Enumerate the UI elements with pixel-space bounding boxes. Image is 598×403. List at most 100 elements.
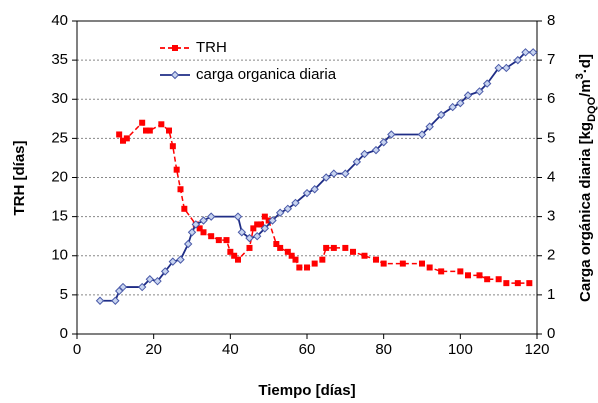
marker bbox=[399, 260, 406, 267]
marker bbox=[387, 130, 396, 139]
marker bbox=[173, 166, 180, 173]
y-tick-label: 10 bbox=[51, 247, 68, 264]
marker bbox=[521, 48, 530, 57]
plot-frame bbox=[76, 20, 538, 335]
marker bbox=[237, 228, 247, 237]
marker bbox=[476, 272, 483, 279]
marker bbox=[465, 272, 471, 279]
y2-tick-label: 7 bbox=[547, 51, 555, 68]
marker bbox=[484, 276, 491, 283]
legend-label: TRH bbox=[196, 39, 227, 56]
marker bbox=[475, 87, 484, 96]
y2-axis-label-part: Carga orgánica diaria [kg bbox=[577, 122, 594, 302]
marker bbox=[227, 248, 234, 255]
marker bbox=[448, 102, 457, 112]
y-axis-label: TRH [días] bbox=[11, 140, 28, 215]
y2-axis-label-part: /m bbox=[577, 79, 594, 97]
marker bbox=[137, 282, 147, 292]
marker bbox=[261, 213, 268, 220]
marker bbox=[373, 256, 379, 263]
marker bbox=[120, 137, 126, 144]
y2-tick-label: 2 bbox=[547, 247, 555, 264]
marker bbox=[296, 264, 303, 271]
legend-marker bbox=[170, 70, 180, 80]
x-tick-label: 120 bbox=[524, 341, 549, 358]
marker bbox=[417, 130, 427, 139]
marker bbox=[223, 237, 230, 244]
marker bbox=[139, 119, 146, 126]
x-tick-label: 20 bbox=[145, 341, 162, 358]
marker bbox=[145, 275, 155, 284]
marker bbox=[158, 121, 165, 128]
marker bbox=[528, 48, 538, 57]
marker bbox=[341, 169, 350, 178]
marker bbox=[288, 252, 295, 259]
marker bbox=[123, 135, 130, 142]
y2-tick-label: 6 bbox=[547, 90, 555, 107]
marker bbox=[246, 244, 253, 251]
marker bbox=[352, 157, 362, 167]
marker bbox=[118, 282, 128, 292]
marker bbox=[284, 248, 291, 255]
marker bbox=[146, 127, 153, 134]
marker bbox=[494, 63, 503, 73]
marker bbox=[319, 256, 326, 263]
marker bbox=[380, 260, 387, 267]
x-tick-label: 0 bbox=[73, 341, 81, 358]
marker bbox=[342, 244, 349, 251]
marker bbox=[235, 256, 241, 263]
marker bbox=[111, 296, 120, 305]
y-tick-label: 40 bbox=[51, 12, 68, 29]
legend-marker bbox=[172, 45, 178, 51]
marker bbox=[168, 257, 178, 266]
marker bbox=[250, 225, 257, 232]
y2-tick-label: 8 bbox=[547, 12, 555, 29]
marker bbox=[360, 149, 369, 159]
y2-tick-label: 4 bbox=[547, 168, 555, 185]
marker bbox=[176, 255, 185, 264]
marker bbox=[283, 204, 293, 214]
marker bbox=[95, 296, 105, 305]
marker bbox=[425, 122, 434, 131]
marker bbox=[526, 280, 533, 287]
y-tick-label: 15 bbox=[51, 208, 68, 225]
marker bbox=[166, 127, 172, 134]
marker bbox=[169, 143, 176, 150]
marker bbox=[291, 198, 300, 208]
y-tick-label: 20 bbox=[51, 168, 68, 185]
marker bbox=[456, 98, 465, 108]
marker bbox=[233, 212, 243, 221]
marker bbox=[231, 252, 238, 259]
marker bbox=[463, 91, 473, 100]
marker bbox=[419, 260, 425, 267]
marker bbox=[371, 145, 381, 155]
marker bbox=[292, 256, 299, 263]
marker bbox=[379, 138, 388, 147]
x-tick-label: 60 bbox=[299, 341, 316, 358]
marker bbox=[310, 185, 319, 194]
marker bbox=[200, 229, 207, 236]
marker bbox=[329, 169, 339, 178]
marker bbox=[482, 79, 492, 88]
y-tick-label: 0 bbox=[60, 325, 68, 342]
y2-axis-label-part: 3 bbox=[574, 73, 586, 79]
marker bbox=[503, 280, 510, 287]
y2-axis-label-part: ·d] bbox=[577, 54, 594, 73]
marker bbox=[275, 208, 285, 217]
marker bbox=[183, 239, 193, 249]
marker bbox=[114, 286, 124, 296]
marker bbox=[215, 237, 222, 244]
marker bbox=[361, 252, 368, 259]
x-tick-label: 80 bbox=[375, 341, 392, 358]
x-axis-label: Tiempo [días] bbox=[258, 382, 355, 399]
marker bbox=[196, 225, 203, 232]
marker bbox=[199, 216, 208, 225]
y2-tick-label: 5 bbox=[547, 129, 555, 146]
marker bbox=[187, 228, 197, 237]
y2-axis-label-part: DQO bbox=[586, 96, 598, 122]
marker bbox=[191, 220, 201, 229]
marker bbox=[208, 233, 215, 240]
marker bbox=[260, 224, 270, 233]
marker bbox=[245, 233, 254, 243]
marker bbox=[153, 276, 162, 286]
